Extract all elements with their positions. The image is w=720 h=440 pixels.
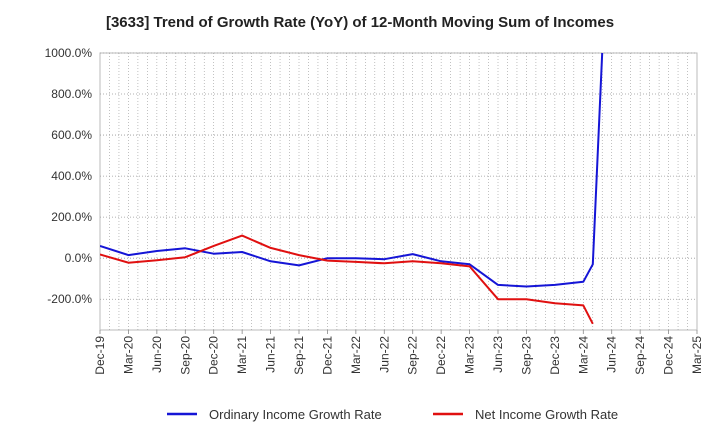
x-tick-label: Jun-23 [491,336,505,373]
series-line-ordinary-income [100,53,604,288]
series-line-net-income [100,234,594,325]
y-tick-label: 0.0% [65,251,93,265]
x-tick-label: Jun-20 [150,336,164,373]
x-tick-label: Dec-21 [320,336,334,375]
x-tick-label: Jun-21 [264,336,278,373]
x-tick-label: Mar-23 [463,336,477,374]
legend-label: Net Income Growth Rate [475,407,618,422]
plot-area [99,52,698,331]
x-tick-label: Dec-23 [548,336,562,375]
x-tick-label: Mar-25 [690,336,704,374]
x-tick-label: Sep-20 [178,336,192,375]
x-tick-label: Dec-24 [662,336,676,375]
x-tick-label: Sep-24 [633,336,647,375]
y-tick-label: -200.0% [47,292,92,306]
x-tick-label: Dec-20 [207,336,221,375]
y-tick-label: 200.0% [51,210,92,224]
x-tick-label: Mar-22 [349,336,363,374]
legend-label: Ordinary Income Growth Rate [209,407,382,422]
x-tick-label: Mar-20 [121,336,135,374]
chart-title: [3633] Trend of Growth Rate (YoY) of 12-… [105,14,615,31]
x-tick-label: Sep-23 [519,336,533,375]
x-tick-label: Mar-24 [576,336,590,374]
y-tick-label: 1000.0% [45,46,93,60]
x-tick-label: Sep-22 [406,336,420,375]
y-tick-label: 800.0% [51,87,92,101]
x-tick-label: Jun-22 [377,336,391,373]
x-tick-label: Jun-24 [605,336,619,373]
x-tick-label: Dec-19 [93,336,107,375]
x-tick-label: Sep-21 [292,336,306,375]
y-tick-label: 600.0% [51,128,92,142]
x-tick-label: Dec-22 [434,336,448,375]
x-tick-label: Mar-21 [235,336,249,374]
y-tick-label: 400.0% [51,169,92,183]
